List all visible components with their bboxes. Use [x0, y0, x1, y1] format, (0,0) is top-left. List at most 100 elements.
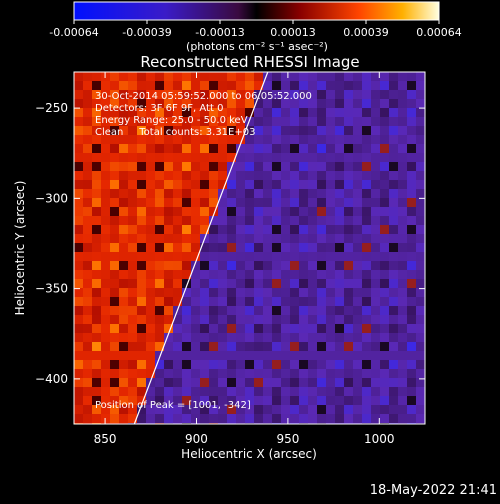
heatmap-cell — [335, 261, 345, 271]
heatmap-cell — [263, 297, 273, 307]
heatmap-cell — [299, 387, 309, 397]
heatmap-cell — [128, 342, 138, 352]
heatmap-cell — [380, 306, 390, 316]
heatmap-cell — [272, 252, 282, 262]
heatmap-cell — [191, 144, 201, 154]
heatmap-cell — [110, 288, 120, 298]
heatmap-cell — [146, 171, 156, 181]
heatmap-cell — [92, 360, 102, 370]
heatmap-cell — [272, 234, 282, 244]
heatmap-cell — [146, 243, 156, 253]
heatmap-cell — [236, 225, 246, 235]
colorbar-ticks: -0.00064 -0.00039 -0.00013 0.00013 0.00039 0.… — [49, 20, 462, 39]
heatmap-cell — [353, 288, 363, 298]
heatmap-cell — [371, 351, 381, 361]
heatmap-cell — [281, 90, 291, 100]
heatmap-cell — [272, 189, 282, 199]
heatmap-cell — [173, 414, 183, 424]
heatmap-cell — [317, 270, 327, 280]
heatmap-cell — [128, 216, 138, 226]
heatmap-cell — [173, 270, 183, 280]
heatmap-cell — [119, 405, 129, 415]
heatmap-cell — [254, 180, 264, 190]
heatmap-cell — [362, 81, 372, 91]
heatmap-cell — [389, 108, 399, 118]
heatmap-cell — [173, 216, 183, 226]
heatmap-cell — [227, 369, 237, 379]
heatmap-cell — [380, 234, 390, 244]
heatmap-cell — [371, 198, 381, 208]
heatmap-cell — [254, 171, 264, 181]
heatmap-cell — [245, 378, 255, 388]
heatmap-cell — [344, 414, 354, 424]
heatmap-cell — [227, 198, 237, 208]
heatmap-cell — [353, 198, 363, 208]
heatmap-cell — [110, 90, 120, 100]
heatmap-cell — [281, 270, 291, 280]
heatmap-cell — [272, 333, 282, 343]
heatmap-cell — [344, 378, 354, 388]
heatmap-cell — [335, 387, 345, 397]
heatmap-cell — [83, 153, 93, 163]
heatmap-cell — [380, 333, 390, 343]
heatmap-cell — [407, 396, 417, 406]
heatmap-cell — [380, 243, 390, 253]
heatmap-cell — [371, 162, 381, 172]
heatmap-cell — [344, 315, 354, 325]
heatmap-cell — [200, 72, 210, 82]
heatmap-cell — [155, 387, 165, 397]
heatmap-cell — [155, 180, 165, 190]
heatmap-cell — [272, 342, 282, 352]
heatmap-cell — [83, 351, 93, 361]
heatmap-cell — [389, 99, 399, 109]
heatmap-cell — [74, 387, 84, 397]
heatmap-cell — [74, 90, 84, 100]
heatmap-cell — [200, 144, 210, 154]
heatmap-cell — [227, 108, 237, 118]
heatmap-cell — [236, 306, 246, 316]
heatmap-cell — [299, 405, 309, 415]
heatmap-cell — [281, 288, 291, 298]
heatmap-cell — [272, 288, 282, 298]
heatmap-cell — [200, 378, 210, 388]
heatmap-cell — [398, 81, 408, 91]
x-tick-label: 1000 — [364, 432, 395, 446]
heatmap-cell — [263, 261, 273, 271]
heatmap-cell — [74, 270, 84, 280]
x-tick-label: 900 — [185, 432, 208, 446]
heatmap-cell — [353, 324, 363, 334]
heatmap-cell — [245, 135, 255, 145]
heatmap-cell — [191, 279, 201, 289]
heatmap-cell — [227, 72, 237, 82]
heatmap-cell — [74, 225, 84, 235]
heatmap-cell — [272, 108, 282, 118]
heatmap-cell — [110, 243, 120, 253]
heatmap-cell — [227, 378, 237, 388]
heatmap-cell — [389, 360, 399, 370]
heatmap-cell — [146, 207, 156, 217]
heatmap-cell — [398, 198, 408, 208]
heatmap-cell — [119, 117, 129, 127]
heatmap-cell — [299, 360, 309, 370]
heatmap-cell — [227, 135, 237, 145]
heatmap-cell — [290, 216, 300, 226]
heatmap-cell — [155, 405, 165, 415]
heatmap-cell — [200, 315, 210, 325]
heatmap-cell — [308, 144, 318, 154]
heatmap-cell — [317, 360, 327, 370]
heatmap-cell — [137, 252, 147, 262]
heatmap-cell — [245, 387, 255, 397]
heatmap-cell — [155, 243, 165, 253]
heatmap-cell — [263, 333, 273, 343]
heatmap-cell — [245, 369, 255, 379]
heatmap-cell — [191, 207, 201, 217]
heatmap-cell — [416, 252, 425, 262]
heatmap-cell — [173, 279, 183, 289]
heatmap-cell — [92, 162, 102, 172]
heatmap-cell — [146, 261, 156, 271]
heatmap-cell — [299, 288, 309, 298]
heatmap-cell — [101, 207, 111, 217]
heatmap-cell — [416, 405, 425, 415]
heatmap-cell — [353, 396, 363, 406]
heatmap-cell — [254, 414, 264, 424]
